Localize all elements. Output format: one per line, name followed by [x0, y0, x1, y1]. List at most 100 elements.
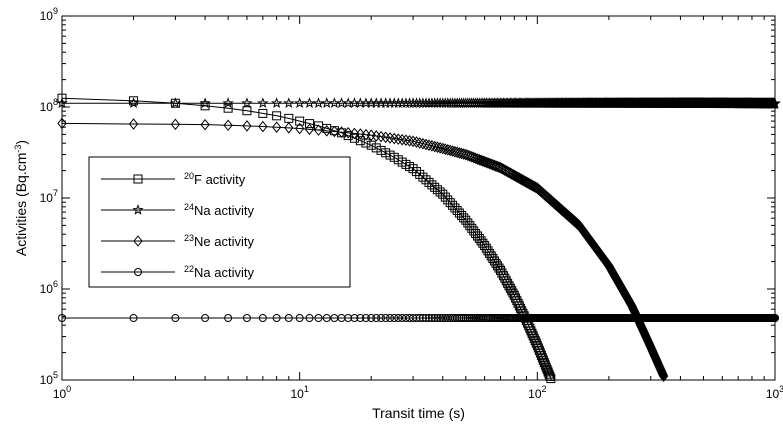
- data-point-20f-activity: [481, 243, 491, 253]
- data-point-22na-activity: [377, 314, 386, 323]
- data-point-20f-activity: [488, 253, 498, 263]
- data-point-22na-activity: [430, 314, 439, 323]
- data-point-23ne-activity: [438, 142, 448, 155]
- data-point-22na-activity: [224, 314, 233, 323]
- legend-marker-22na-activity: [134, 268, 142, 276]
- data-point-22na-activity: [436, 314, 445, 323]
- data-point-22na-activity: [433, 314, 442, 323]
- legend-label-24na-activity: 24Na activity: [184, 202, 254, 218]
- data-point-23ne-activity: [494, 161, 504, 173]
- data-point-23ne-activity: [476, 154, 486, 167]
- data-point-22na-activity: [171, 314, 180, 323]
- data-point-20f-activity: [376, 145, 386, 155]
- series-layer: [56, 93, 781, 384]
- y-axis-title-sup: -3: [13, 145, 23, 153]
- data-point-22na-activity: [463, 314, 472, 323]
- data-point-20f-activity: [529, 333, 539, 343]
- data-point-23ne-activity: [57, 117, 67, 130]
- series-22na-activity: [58, 314, 779, 323]
- data-point-23ne-activity: [401, 134, 411, 147]
- data-point-20f-activity: [478, 238, 488, 248]
- data-point-23ne-activity: [481, 156, 491, 169]
- data-point-20f-activity: [486, 251, 496, 261]
- data-point-23ne-activity: [355, 128, 365, 140]
- data-point-23ne-activity: [483, 157, 493, 169]
- data-point-23ne-activity: [271, 121, 282, 133]
- data-point-20f-activity: [535, 348, 545, 358]
- y-tick-label: 105: [40, 370, 58, 387]
- data-point-23ne-activity: [393, 133, 403, 145]
- data-point-20f-activity: [432, 185, 442, 195]
- data-point-24na-activity: [222, 97, 234, 109]
- data-point-23ne-activity: [479, 155, 490, 168]
- data-point-22na-activity: [350, 314, 359, 323]
- data-point-23ne-activity: [170, 118, 181, 131]
- x-tick-label: 101: [290, 384, 308, 401]
- data-point-20f-activity: [527, 328, 537, 338]
- x-tick-label: 103: [766, 384, 783, 401]
- data-point-20f-activity: [540, 360, 550, 370]
- data-point-22na-activity: [459, 314, 468, 323]
- data-point-23ne-activity: [424, 139, 434, 151]
- data-point-23ne-activity: [492, 160, 503, 173]
- data-point-23ne-activity: [223, 119, 233, 132]
- data-point-20f-activity: [483, 246, 493, 256]
- data-point-20f-activity: [355, 136, 365, 146]
- y-tick-label: 108: [40, 97, 58, 114]
- data-point-23ne-activity: [397, 133, 407, 146]
- y-axis-title-base: Activities (Bq.cm: [13, 153, 29, 256]
- data-point-23ne-activity: [258, 120, 268, 133]
- data-point-23ne-activity: [389, 132, 399, 145]
- data-point-23ne-activity: [411, 136, 422, 148]
- data-point-24na-activity: [127, 97, 140, 109]
- data-point-23ne-activity: [284, 122, 294, 134]
- data-point-22na-activity: [457, 314, 466, 323]
- data-point-23ne-activity: [427, 140, 437, 152]
- data-point-22na-activity: [424, 314, 433, 323]
- data-point-22na-activity: [284, 314, 293, 323]
- data-point-20f-activity: [424, 177, 434, 187]
- data-point-22na-activity: [415, 314, 424, 323]
- data-point-23ne-activity: [408, 135, 418, 148]
- data-point-20f-activity: [242, 106, 252, 116]
- series-24na-activity: [56, 97, 781, 109]
- data-point-20f-activity: [537, 353, 547, 363]
- data-point-20f-activity: [305, 119, 315, 129]
- data-point-22na-activity: [461, 314, 470, 323]
- legend-marker-24na-activity: [132, 204, 144, 215]
- y-tick-label: 106: [40, 279, 58, 296]
- data-point-20f-activity: [546, 374, 556, 384]
- data-point-20f-activity: [534, 345, 544, 355]
- data-point-23ne-activity: [322, 125, 332, 137]
- legend-marker-23ne-activity: [133, 235, 143, 247]
- data-point-23ne-activity: [432, 141, 443, 154]
- data-point-23ne-activity: [486, 158, 496, 171]
- data-point-23ne-activity: [495, 161, 506, 174]
- data-point-20f-activity: [258, 108, 268, 118]
- data-point-23ne-activity: [242, 120, 252, 132]
- data-point-23ne-activity: [349, 127, 360, 140]
- legend: 20F activity 24Na activity 23Ne activity 22…: [88, 156, 351, 288]
- y-axis-title-end: ): [13, 140, 29, 145]
- data-point-22na-activity: [390, 314, 399, 323]
- data-point-24na-activity: [270, 97, 283, 109]
- data-point-20f-activity: [366, 140, 376, 150]
- data-point-23ne-activity: [478, 155, 488, 167]
- data-point-20f-activity: [448, 200, 458, 210]
- data-point-24na-activity: [283, 97, 295, 109]
- data-point-22na-activity: [412, 314, 421, 323]
- data-point-20f-activity: [533, 343, 543, 353]
- series-20f-activity: [57, 93, 556, 384]
- data-point-20f-activity: [430, 182, 440, 192]
- data-point-24na-activity: [303, 97, 316, 109]
- data-point-23ne-activity: [435, 142, 445, 154]
- data-point-20f-activity: [485, 248, 495, 258]
- data-point-20f-activity: [200, 101, 210, 111]
- data-point-23ne-activity: [485, 157, 495, 170]
- data-point-24na-activity: [199, 97, 211, 109]
- data-point-23ne-activity: [497, 162, 507, 175]
- data-point-20f-activity: [411, 167, 421, 177]
- data-point-22na-activity: [322, 314, 331, 323]
- data-point-22na-activity: [367, 314, 376, 323]
